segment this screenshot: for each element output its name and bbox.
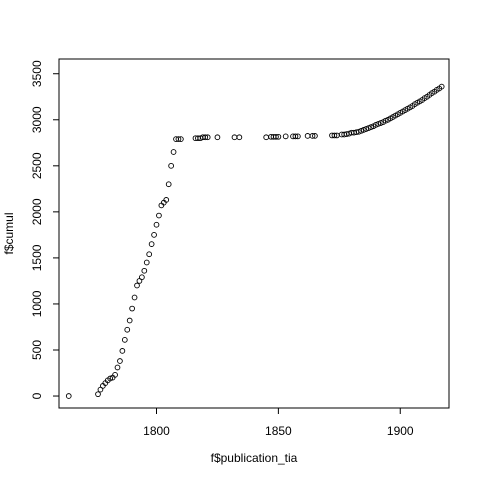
data-point (129, 305, 135, 312)
data-point (282, 133, 289, 140)
x-tick-label: 1800 (143, 424, 170, 438)
data-point (375, 121, 382, 127)
data-point (331, 132, 338, 139)
data-point (146, 251, 153, 258)
y-tick-label: 3000 (30, 106, 44, 133)
data-point (143, 259, 150, 266)
data-point (312, 133, 318, 139)
x-tick-label: 1850 (265, 424, 292, 438)
data-point (65, 393, 72, 399)
y-axis: 0 500 1000 1500 2000 2500 3000 3500 (30, 60, 60, 399)
data-point (202, 134, 209, 141)
data-point (114, 364, 121, 371)
data-point (139, 274, 145, 281)
y-tick-label: 0 (30, 392, 44, 399)
data-point (119, 348, 126, 354)
y-axis-title: f$cumul (2, 212, 16, 254)
data-point (168, 162, 174, 169)
data-point (124, 326, 131, 333)
data-point (156, 212, 162, 219)
data-point (358, 127, 365, 134)
data-point (153, 221, 160, 228)
x-axis-title: f$publication_tia (211, 451, 298, 465)
data-point (121, 337, 128, 343)
data-point (368, 124, 374, 130)
data-point (292, 133, 299, 140)
x-tick-label: 1900 (387, 424, 414, 438)
data-point (204, 134, 211, 141)
y-tick-label: 3500 (30, 60, 44, 87)
data-point (309, 133, 316, 139)
data-point (95, 391, 101, 398)
data-point (355, 128, 362, 135)
data-point (360, 127, 367, 133)
data-point (141, 267, 148, 274)
data-point (134, 282, 140, 289)
data-point (107, 375, 114, 382)
data-point (163, 197, 170, 203)
data-point (170, 149, 177, 155)
data-point (131, 294, 138, 301)
data-point (117, 358, 123, 364)
y-tick-label: 1500 (30, 244, 44, 271)
data-point (175, 136, 182, 142)
y-tick-label: 1000 (30, 290, 44, 317)
data-point (438, 83, 445, 90)
data-point (365, 125, 372, 131)
data-point (236, 134, 243, 141)
data-point (165, 181, 172, 188)
data-point (273, 133, 279, 140)
data-point (112, 371, 118, 378)
y-tick-label: 500 (30, 340, 44, 360)
data-point (275, 133, 282, 140)
data-point (373, 121, 379, 128)
data-point (363, 126, 369, 132)
data-point (214, 134, 221, 141)
y-tick-label: 2000 (30, 198, 44, 225)
y-tick-label: 2500 (30, 152, 44, 179)
data-point (178, 136, 184, 142)
data-point (151, 232, 157, 238)
x-axis: 1800 1850 1900 (143, 407, 414, 438)
data-point (148, 241, 155, 247)
data-point (382, 117, 389, 124)
data-point (295, 133, 301, 140)
data-points (65, 83, 445, 399)
data-point (126, 317, 133, 324)
data-point (377, 120, 384, 126)
